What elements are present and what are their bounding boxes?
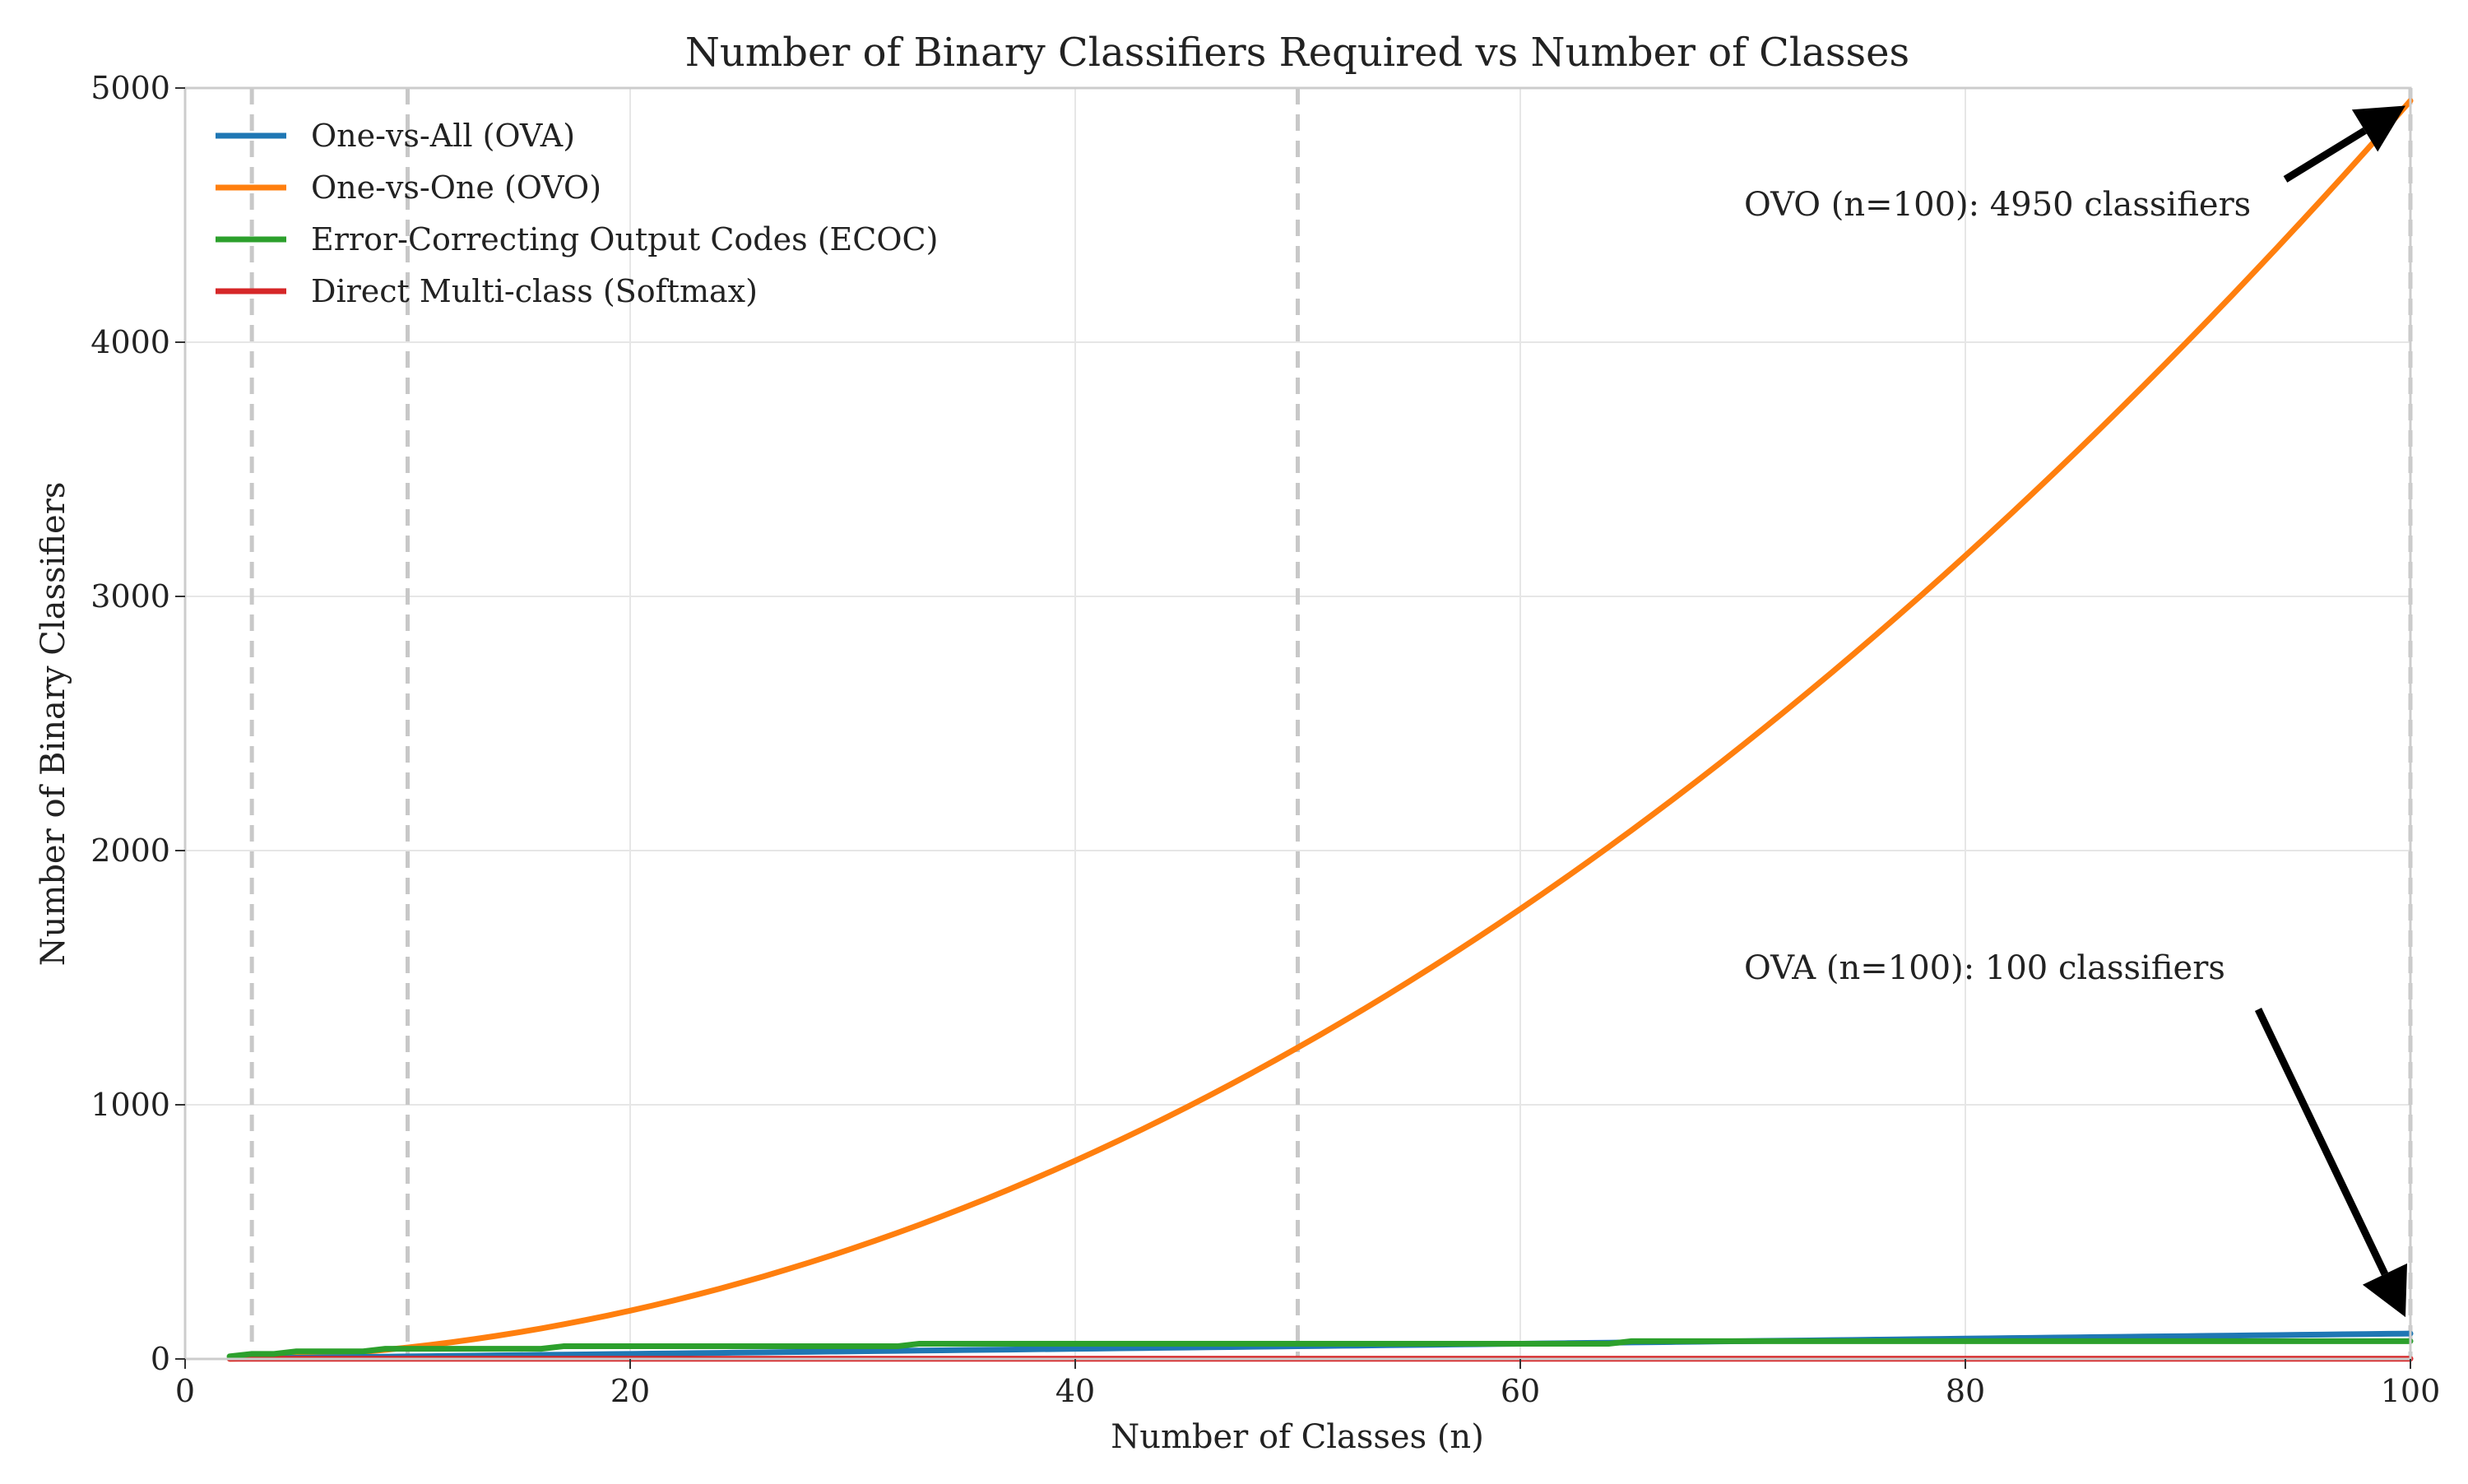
x-tick-label-1: 20 bbox=[610, 1373, 650, 1409]
y-tick-label-0: 0 bbox=[151, 1341, 170, 1377]
plot-frame bbox=[183, 86, 2412, 1361]
chart-title: Number of Binary Classifiers Required vs… bbox=[685, 30, 1909, 76]
series-line-1 bbox=[226, 97, 2414, 1362]
legend-label-0: One-vs-All (OVA) bbox=[311, 118, 575, 154]
series-line-2 bbox=[226, 1338, 2414, 1360]
x-axis-label: Number of Classes (n) bbox=[1111, 1418, 1484, 1456]
y-axis-label: Number of Binary Classifiers bbox=[35, 482, 72, 967]
annotations: OVO (n=100): 4950 classifiers OVA (n=100)… bbox=[1744, 105, 2408, 1318]
y-tick-label-2: 2000 bbox=[90, 832, 170, 869]
legend-label-3: Direct Multi-class (Softmax) bbox=[311, 273, 758, 309]
annotation-ova-arrow-shaft bbox=[2254, 1008, 2389, 1276]
x-tick-label-0: 0 bbox=[175, 1373, 195, 1409]
annotation-ovo-arrow-head bbox=[2351, 105, 2405, 152]
x-tick-label-4: 80 bbox=[1946, 1373, 1985, 1409]
x-tick-label-2: 40 bbox=[1055, 1373, 1095, 1409]
y-tick-label-4: 4000 bbox=[90, 324, 170, 360]
annotation-ovo: OVO (n=100): 4950 classifiers bbox=[1744, 186, 2251, 224]
annotation-ovo-arrow-shaft bbox=[2283, 127, 2367, 183]
y-tick-label-1: 1000 bbox=[90, 1087, 170, 1123]
x-tick-label-3: 60 bbox=[1501, 1373, 1540, 1409]
legend-label-1: One-vs-One (OVO) bbox=[311, 169, 601, 206]
legend: One-vs-All (OVA) One-vs-One (OVO) Error-Co… bbox=[216, 118, 938, 309]
y-tick-label-3: 3000 bbox=[90, 578, 170, 614]
annotation-ova-arrow-head bbox=[2362, 1263, 2408, 1318]
annotation-ova: OVA (n=100): 100 classifiers bbox=[1744, 949, 2225, 987]
y-tick-label-5: 5000 bbox=[90, 70, 170, 106]
x-tick-label-5: 100 bbox=[2381, 1373, 2441, 1409]
legend-label-2: Error-Correcting Output Codes (ECOC) bbox=[311, 221, 938, 257]
